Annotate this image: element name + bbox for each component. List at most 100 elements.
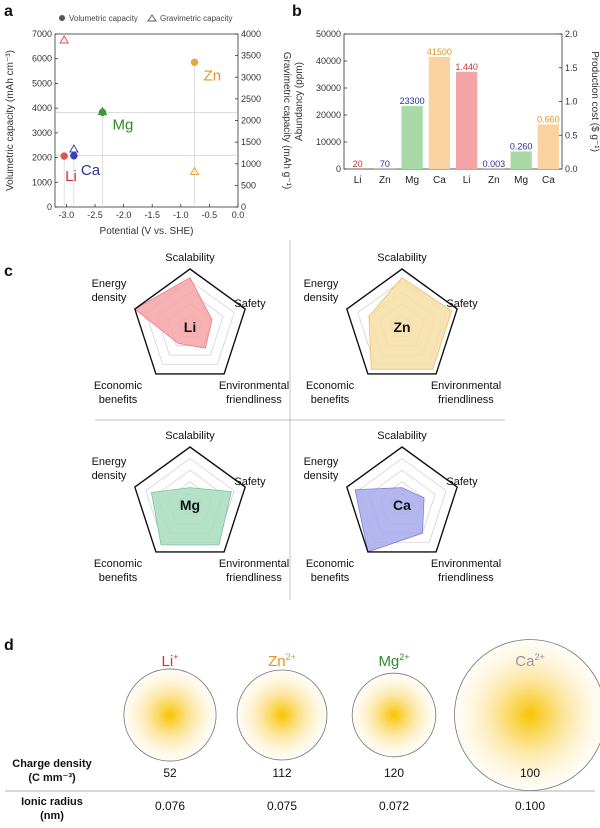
element-label-ca: Ca — [81, 162, 101, 179]
axis-label-economic: Economic — [306, 380, 355, 392]
y-tick-label: 3000 — [32, 128, 52, 138]
y-tick-label: 50000 — [316, 29, 341, 39]
axis-label-friendliness: friendliness — [226, 572, 282, 584]
y2-axis-label: Gravimetric capacity (mAh g⁻¹) — [281, 52, 292, 190]
y-axis-label: Abundancy (ppm) — [294, 62, 305, 141]
y2-tick-label: 2.0 — [565, 29, 578, 39]
radar-center-label: Zn — [393, 319, 410, 335]
y-tick-label: 7000 — [32, 29, 52, 39]
x-tick-label: -0.5 — [202, 210, 218, 220]
panel-letter-b: b — [292, 3, 302, 20]
axis-label-economic: Economic — [306, 558, 355, 570]
axis-label-benefits: benefits — [99, 394, 138, 406]
panel-letter-a: a — [4, 3, 13, 20]
y2-tick-label: 1.5 — [565, 63, 578, 73]
radar-outline — [134, 446, 246, 553]
legend-label-gravimetric: Gravimetric capacity — [160, 14, 232, 23]
x-tick-label: -1.5 — [144, 210, 160, 220]
ion-sphere — [236, 669, 328, 761]
axis-label-environmental: Environmental — [219, 558, 289, 570]
ionic-radius-value: 0.075 — [267, 799, 297, 813]
bar-category-label: Zn — [379, 175, 391, 186]
radar-grid — [357, 458, 447, 543]
axis-label-benefits: benefits — [99, 572, 138, 584]
axis-label-safety: Safety — [234, 476, 266, 488]
x-tick-label: -3.0 — [59, 210, 75, 220]
vol-point-li — [60, 152, 68, 160]
y-tick-label: 0 — [336, 164, 341, 174]
bar-cost-mg — [510, 151, 532, 169]
grav-point-mg — [97, 106, 108, 116]
y2-tick-label: 0.0 — [565, 164, 578, 174]
ion-li: Li+ 52 0.076 — [123, 652, 217, 813]
vol-point-zn — [190, 58, 199, 66]
y-tick-label: 30000 — [316, 83, 341, 93]
y2-tick-label: 1500 — [241, 137, 261, 147]
y2-tick-label: 2000 — [241, 116, 261, 126]
axis-label-friendliness: friendliness — [438, 394, 494, 406]
legend-marker-volumetric — [59, 15, 65, 21]
radar-mg: Mg Scalability Safety Environmental friendli… — [92, 430, 290, 584]
grav-point-li — [59, 35, 70, 44]
bar-category-label: Ca — [542, 175, 555, 186]
ion-sphere — [454, 639, 600, 791]
bar-value-label: 41500 — [427, 47, 452, 57]
axis-label-scalability: Scalability — [165, 430, 215, 442]
charge-density-unit: (C mm⁻³) — [28, 772, 76, 784]
bar-category-label: Li — [463, 175, 471, 186]
bar-abundance-mg — [401, 106, 423, 169]
axis-label-safety: Safety — [446, 298, 478, 310]
y-tick-label: 6000 — [32, 54, 52, 64]
bar-category-label: Zn — [488, 175, 500, 186]
charge-density-value: 100 — [520, 766, 540, 780]
ion-symbol: Mg2+ — [378, 652, 409, 670]
y2-axis-label: Production cost ($ g⁻¹) — [589, 51, 600, 152]
element-label-mg: Mg — [112, 116, 133, 133]
bar-value-label: 70 — [380, 159, 390, 169]
axis-label-economic: Economic — [94, 380, 143, 392]
y-axis-label: Volumetric capacity (mAh cm⁻³) — [5, 50, 16, 191]
charge-density-label: Charge density — [12, 758, 92, 770]
radar-data-area — [354, 487, 425, 553]
grav-point-ca — [69, 144, 79, 153]
y2-tick-label: 500 — [241, 180, 256, 190]
axis-label-environmental: Environmental — [431, 558, 501, 570]
ionic-radius-value: 0.100 — [515, 799, 545, 813]
ionic-radius-value: 0.076 — [155, 799, 185, 813]
x-tick-label: -2.0 — [116, 210, 132, 220]
ion-symbol: Zn2+ — [268, 652, 296, 670]
y2-tick-label: 3500 — [241, 51, 261, 61]
ionic-radius-label: Ionic radius — [21, 796, 83, 808]
x-tick-label: -1.0 — [173, 210, 189, 220]
legend-label-volumetric: Volumetric capacity — [69, 14, 138, 23]
axis-label-energy: Energy — [92, 278, 127, 290]
axis-label-energy: Energy — [304, 278, 339, 290]
axis-label-benefits: benefits — [311, 394, 350, 406]
y2-tick-label: 4000 — [241, 29, 261, 39]
legend-marker-gravimetric — [147, 14, 157, 22]
y2-tick-label: 0.5 — [565, 130, 578, 140]
axis-label-safety: Safety — [446, 476, 478, 488]
y2-tick-label: 3000 — [241, 72, 261, 82]
charge-density-value: 120 — [384, 766, 404, 780]
y-tick-label: 1000 — [32, 177, 52, 187]
panel-b-bars: 0 10000 20000 30000 40000 50000 0.0 0.5 1.0 1.5 2.… — [294, 29, 600, 186]
ion-sphere — [123, 668, 217, 762]
axis-label-energy: Energy — [92, 456, 127, 468]
axis-label-economic: Economic — [94, 558, 143, 570]
ionic-radius-value: 0.072 — [379, 799, 409, 813]
axis-label-scalability: Scalability — [377, 252, 427, 264]
bar-value-label: 0.003 — [483, 159, 506, 169]
axis-label-density: density — [304, 292, 339, 304]
axis-label-density: density — [304, 470, 339, 482]
axis-label-energy: Energy — [304, 456, 339, 468]
radar-data-area — [150, 487, 232, 546]
element-label-zn: Zn — [204, 67, 222, 84]
panel-c-radars: Li Scalability Safety Environmental friendli… — [92, 240, 505, 600]
axis-label-density: density — [92, 292, 127, 304]
radar-data-area — [134, 277, 213, 349]
panel-a-scatter: -3.0 -2.5 -2.0 -1.5 -1.0 -0.5 0.00100020003000… — [5, 14, 292, 237]
radar-outline — [134, 268, 246, 375]
bar-abundance-ca — [428, 56, 451, 170]
